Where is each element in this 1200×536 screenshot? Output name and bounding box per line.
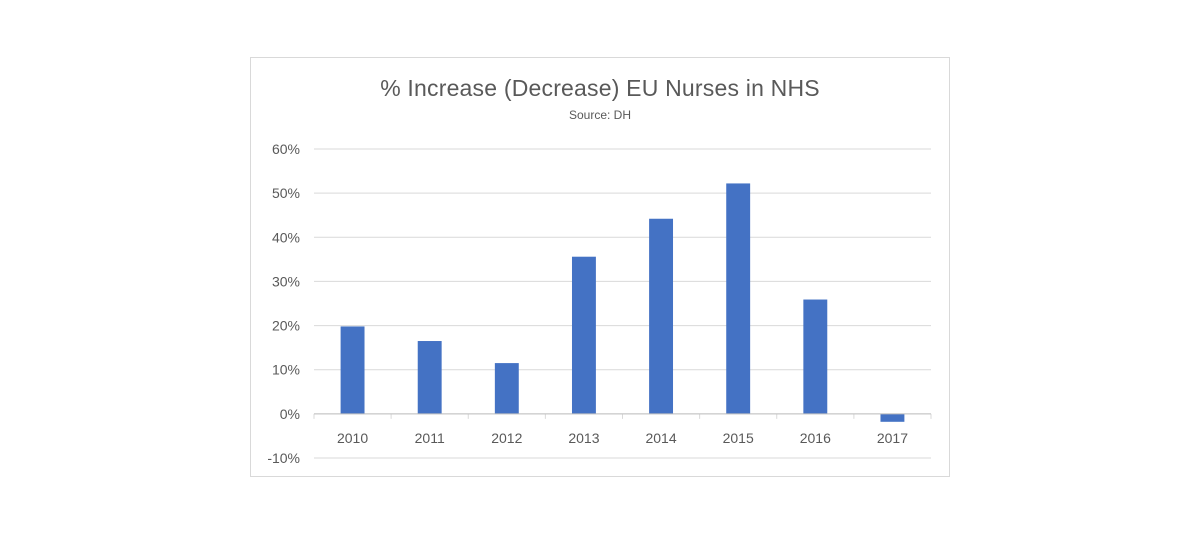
chart-subtitle: Source: DH (568, 108, 632, 122)
x-tick-label: 2011 (415, 430, 445, 446)
y-tick-label: 50% (272, 185, 300, 201)
bar-2017 (880, 413, 905, 422)
x-tick-label: 2014 (645, 430, 676, 446)
x-tick-label: 2017 (877, 430, 908, 446)
x-tick-label: 2013 (568, 430, 599, 446)
gridlines (314, 148, 931, 459)
bar-2013 (571, 256, 596, 414)
y-tick-label: 30% (272, 273, 300, 289)
chart-title: % Increase (Decrease) EU Nurses in NHS (380, 75, 820, 101)
chart-frame: % Increase (Decrease) EU Nurses in NHS S… (250, 57, 950, 477)
x-tick-label: 2010 (337, 430, 368, 446)
x-tick-label: 2015 (723, 430, 754, 446)
bar-2014 (649, 218, 674, 414)
y-tick-label: 0% (280, 406, 300, 422)
bar-2012 (494, 363, 519, 414)
bar-chart-plot: -10% 0% 10% 20% 30% 40% 50% 60% 2010 2011 2012 2013… (267, 141, 932, 466)
x-tick-label: 2012 (491, 430, 522, 446)
bar-2011 (417, 341, 442, 414)
x-tick-label: 2016 (800, 430, 831, 446)
y-tick-label: -10% (267, 450, 300, 466)
y-tick-label: 60% (272, 141, 300, 157)
y-tick-label: 40% (272, 229, 300, 245)
bar-2015 (726, 183, 751, 414)
axes: -10% 0% 10% 20% 30% 40% 50% 60% 2010 2011 2012 2013… (267, 141, 932, 466)
bars (340, 183, 905, 422)
bar-2016 (803, 299, 828, 414)
y-tick-label: 20% (272, 318, 300, 334)
y-tick-label: 10% (272, 362, 300, 378)
bar-2010 (340, 326, 365, 414)
